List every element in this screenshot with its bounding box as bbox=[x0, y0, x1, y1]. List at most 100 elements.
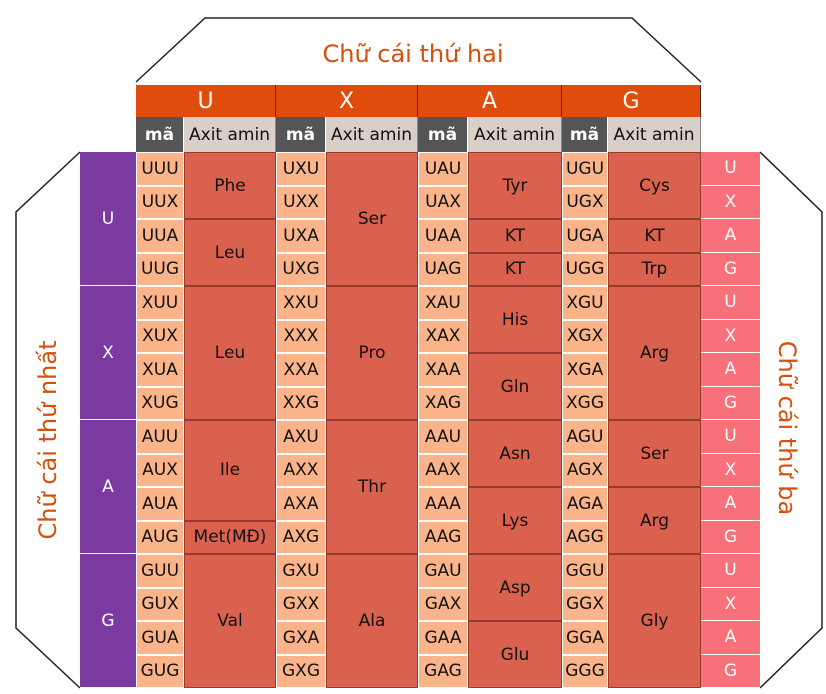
codon-cell: XUX bbox=[136, 319, 184, 353]
codon-cell: GAU bbox=[418, 554, 468, 588]
codon-cell: UGA bbox=[562, 219, 608, 253]
right-frame-outline bbox=[759, 151, 823, 689]
codon-cell: UGU bbox=[562, 152, 608, 186]
third-letter-u: U bbox=[701, 554, 760, 588]
codon-cell: AUA bbox=[136, 487, 184, 521]
left-frame-outline bbox=[15, 151, 81, 689]
codon-cell: UGG bbox=[562, 252, 608, 286]
codon-subheader: mã bbox=[562, 117, 608, 152]
codon-cell: UUA bbox=[136, 219, 184, 253]
third-letter-x: X bbox=[701, 587, 760, 621]
codon-cell: XXU bbox=[276, 286, 326, 320]
codon-cell: AXG bbox=[276, 520, 326, 554]
third-letter-g: G bbox=[701, 386, 760, 420]
codon-cell: GUX bbox=[136, 587, 184, 621]
amino-acid-cell: Gln bbox=[468, 353, 562, 420]
third-letter-u: U bbox=[701, 420, 760, 454]
codon-cell: UXX bbox=[276, 185, 326, 219]
amino-acid-cell: Leu bbox=[184, 286, 276, 420]
third-letter-a: A bbox=[701, 621, 760, 655]
codon-cell: AGU bbox=[562, 420, 608, 454]
third-letter-x: X bbox=[701, 453, 760, 487]
third-letter-a: A bbox=[701, 487, 760, 521]
codon-cell: XUU bbox=[136, 286, 184, 320]
codon-cell: AAU bbox=[418, 420, 468, 454]
codon-cell: GUU bbox=[136, 554, 184, 588]
amino-acid-cell: Asp bbox=[468, 554, 562, 621]
codon-cell: AGX bbox=[562, 453, 608, 487]
second-letter-title: Chữ cái thứ hai bbox=[322, 40, 504, 68]
first-letter-x: X bbox=[80, 286, 136, 420]
codon-cell: GXG bbox=[276, 654, 326, 688]
amino-acid-cell: Ser bbox=[326, 152, 418, 286]
second-letter-header-g: G bbox=[562, 85, 701, 117]
third-letter-x: X bbox=[701, 319, 760, 353]
codon-cell: UUG bbox=[136, 252, 184, 286]
codon-cell: XAX bbox=[418, 319, 468, 353]
codon-cell: GXA bbox=[276, 621, 326, 655]
amino-acid-cell: His bbox=[468, 286, 562, 353]
amino-acid-subheader: Axit amin bbox=[326, 117, 418, 152]
codon-cell: XAU bbox=[418, 286, 468, 320]
codon-cell: UGX bbox=[562, 185, 608, 219]
amino-acid-subheader: Axit amin bbox=[468, 117, 562, 152]
amino-acid-cell: Asn bbox=[468, 420, 562, 487]
third-letter-u: U bbox=[701, 286, 760, 320]
codon-subheader: mã bbox=[418, 117, 468, 152]
amino-acid-cell: Ala bbox=[326, 554, 418, 688]
top-frame-outline bbox=[135, 17, 702, 83]
codon-cell: XUG bbox=[136, 386, 184, 420]
codon-cell: AXA bbox=[276, 487, 326, 521]
codon-subheader: mã bbox=[276, 117, 326, 152]
third-letter-g: G bbox=[701, 654, 760, 688]
codon-cell: UUX bbox=[136, 185, 184, 219]
amino-acid-subheader: Axit amin bbox=[608, 117, 701, 152]
amino-acid-cell: Gly bbox=[608, 554, 701, 688]
codon-cell: UAA bbox=[418, 219, 468, 253]
codon-cell: GAG bbox=[418, 654, 468, 688]
third-letter-g: G bbox=[701, 252, 760, 286]
codon-cell: GXX bbox=[276, 587, 326, 621]
codon-cell: XXX bbox=[276, 319, 326, 353]
codon-subheader: mã bbox=[136, 117, 184, 152]
codon-cell: AXX bbox=[276, 453, 326, 487]
amino-acid-cell: Arg bbox=[608, 286, 701, 420]
second-letter-header-x: X bbox=[276, 85, 418, 117]
amino-acid-subheader: Axit amin bbox=[184, 117, 276, 152]
codon-cell: AAG bbox=[418, 520, 468, 554]
third-letter-a: A bbox=[701, 353, 760, 387]
codon-cell: XUA bbox=[136, 353, 184, 387]
codon-cell: AUU bbox=[136, 420, 184, 454]
third-letter-u: U bbox=[701, 152, 760, 186]
codon-cell: XAG bbox=[418, 386, 468, 420]
amino-acid-cell: KT bbox=[608, 219, 701, 253]
codon-cell: AGA bbox=[562, 487, 608, 521]
amino-acid-cell: Cys bbox=[608, 152, 701, 219]
third-letter-x: X bbox=[701, 185, 760, 219]
codon-cell: UAX bbox=[418, 185, 468, 219]
codon-cell: UXG bbox=[276, 252, 326, 286]
codon-cell: AAA bbox=[418, 487, 468, 521]
codon-cell: AUG bbox=[136, 520, 184, 554]
second-letter-header-a: A bbox=[418, 85, 562, 117]
codon-cell: AUX bbox=[136, 453, 184, 487]
codon-cell: GUA bbox=[136, 621, 184, 655]
amino-acid-cell: Phe bbox=[184, 152, 276, 219]
codon-cell: AGG bbox=[562, 520, 608, 554]
second-letter-header-u: U bbox=[136, 85, 276, 117]
codon-cell: GXU bbox=[276, 554, 326, 588]
codon-cell: GUG bbox=[136, 654, 184, 688]
codon-cell: XXA bbox=[276, 353, 326, 387]
codon-cell: GAA bbox=[418, 621, 468, 655]
codon-cell: GAX bbox=[418, 587, 468, 621]
codon-cell: XGU bbox=[562, 286, 608, 320]
codon-cell: UAG bbox=[418, 252, 468, 286]
codon-cell: XGX bbox=[562, 319, 608, 353]
codon-cell: XAA bbox=[418, 353, 468, 387]
codon-cell: AAX bbox=[418, 453, 468, 487]
codon-cell: XGG bbox=[562, 386, 608, 420]
amino-acid-cell: Trp bbox=[608, 252, 701, 286]
codon-cell: UXA bbox=[276, 219, 326, 253]
